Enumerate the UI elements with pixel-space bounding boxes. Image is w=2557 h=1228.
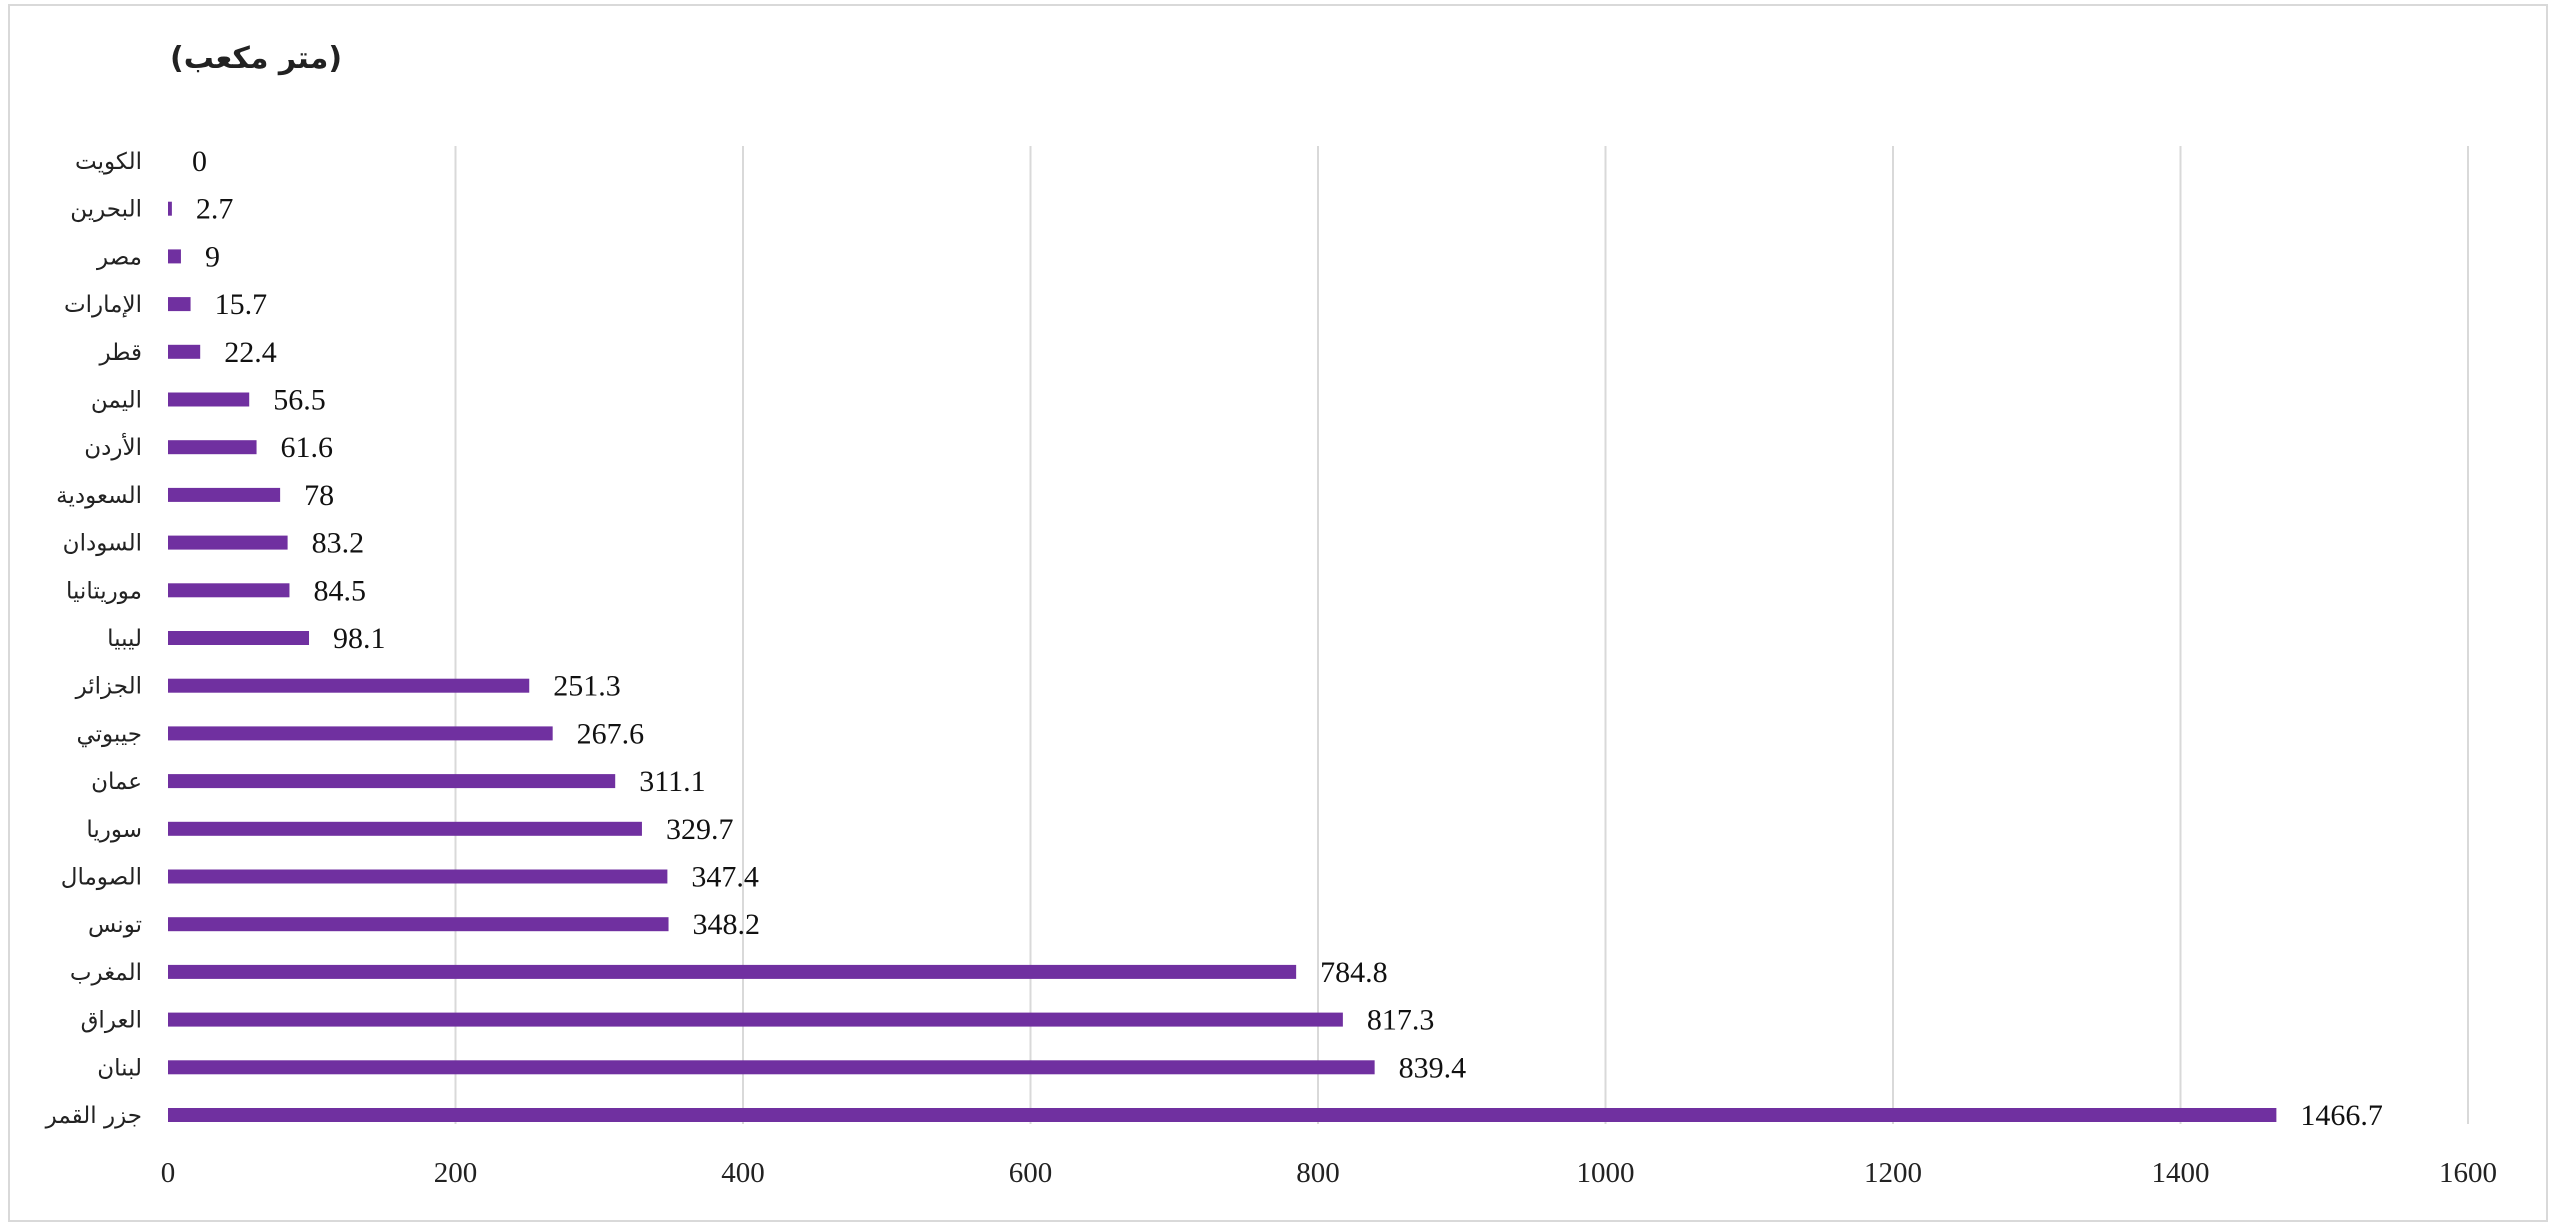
- category-label: الكويت: [75, 149, 142, 175]
- value-label: 267.6: [577, 717, 645, 750]
- x-tick-label: 1200: [1864, 1157, 1922, 1189]
- bar: [168, 297, 191, 312]
- category-label: تونس: [88, 912, 142, 938]
- x-tick-label: 0: [161, 1157, 176, 1189]
- bar: [168, 201, 172, 216]
- bar: [168, 249, 181, 264]
- x-tick-label: 800: [1296, 1157, 1340, 1189]
- bar: [168, 678, 530, 693]
- bar: [168, 392, 250, 407]
- category-label: عمان: [91, 769, 142, 795]
- gridlines: [454, 146, 2469, 1124]
- category-label: اليمن: [91, 388, 142, 414]
- category-label: الصومال: [61, 865, 142, 891]
- value-label: 329.7: [666, 813, 734, 846]
- x-tick-label: 600: [1009, 1157, 1053, 1189]
- value-label: 0: [192, 145, 207, 178]
- bar: [168, 774, 616, 789]
- value-label: 311.1: [639, 765, 705, 798]
- x-axis-ticks: 0 200 400 600 800 1000 1200 1400 1600: [161, 1157, 2497, 1189]
- category-label: جزر القمر: [45, 1103, 142, 1129]
- bar: [168, 821, 642, 836]
- x-tick-label: 1000: [1577, 1157, 1635, 1189]
- category-label: الجزائر: [75, 674, 142, 700]
- chart-frame: (متر مكعب) الكويت البحرين مصر الإمارات قطر ال…: [8, 4, 2548, 1222]
- value-label: 817.3: [1367, 1004, 1435, 1037]
- category-label: قطر: [98, 340, 142, 366]
- category-label: موريتانيا: [66, 578, 142, 604]
- bar: [168, 344, 201, 359]
- x-tick-label: 400: [721, 1157, 765, 1189]
- bar: [168, 631, 310, 645]
- value-label: 84.5: [313, 574, 366, 607]
- value-label: 56.5: [273, 384, 326, 417]
- category-label: الأردن: [84, 433, 142, 461]
- value-label: 347.4: [691, 861, 759, 894]
- bar: [168, 583, 290, 598]
- value-label: 251.3: [553, 670, 621, 703]
- x-tick-label: 1400: [2152, 1157, 2210, 1189]
- value-label: 784.8: [1320, 956, 1388, 989]
- value-label: 9: [205, 240, 220, 273]
- category-label: البحرين: [70, 197, 142, 223]
- value-label: 15.7: [215, 288, 268, 321]
- value-label: 348.2: [693, 908, 761, 941]
- category-label: لبنان: [97, 1055, 142, 1081]
- value-label: 22.4: [224, 336, 277, 369]
- value-labels: 0 2.7 9 15.7 22.4 56.5 61.6 78 83.2 84.5 98.1 251.3…: [192, 145, 2383, 1132]
- bar: [168, 1108, 2277, 1122]
- category-label: سوريا: [86, 817, 142, 843]
- category-label: السودان: [63, 531, 142, 557]
- category-label: جيبوتي: [76, 721, 142, 747]
- bar: [168, 440, 257, 455]
- bar: [168, 964, 1297, 979]
- value-label: 1466.7: [2300, 1099, 2383, 1132]
- bar: [168, 726, 553, 741]
- value-label: 2.7: [196, 193, 234, 226]
- bar: [168, 487, 281, 502]
- category-label: الإمارات: [64, 292, 142, 318]
- value-label: 83.2: [312, 527, 365, 560]
- value-label: 61.6: [281, 431, 334, 464]
- category-label: العراق: [81, 1008, 142, 1034]
- bars: [168, 201, 2277, 1122]
- bar: [168, 1060, 1375, 1075]
- category-label: ليبيا: [107, 626, 142, 652]
- value-label: 98.1: [333, 622, 386, 655]
- value-label: 839.4: [1399, 1051, 1467, 1084]
- category-label: المغرب: [70, 960, 142, 986]
- x-tick-label: 200: [434, 1157, 478, 1189]
- bar: [168, 535, 288, 550]
- bar-chart: (متر مكعب) الكويتالبحرينمصرالإماراتقطرال…: [45, 41, 2497, 1189]
- bar: [168, 917, 669, 932]
- bar: [168, 869, 668, 884]
- category-label: السعودية: [56, 483, 142, 509]
- bar: [168, 1012, 1343, 1027]
- x-tick-label: 1600: [2439, 1157, 2497, 1189]
- unit-label: (متر مكعب): [170, 41, 342, 76]
- category-labels: الكويت البحرين مصر الإمارات قطر اليمن الأردن ال…: [45, 149, 142, 1129]
- category-label: مصر: [96, 244, 142, 270]
- value-label: 78: [304, 479, 334, 512]
